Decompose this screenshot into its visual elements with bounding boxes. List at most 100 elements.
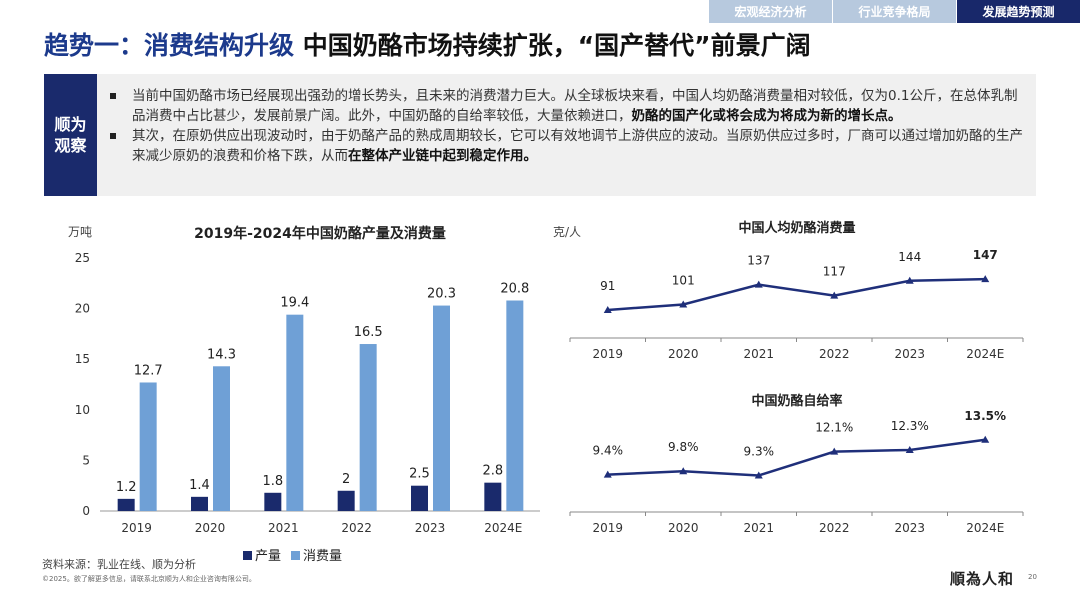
y-axis-unit: 克/人 — [553, 225, 581, 239]
bar-consumption — [139, 382, 157, 511]
x-tick-label: 2024E — [966, 521, 1004, 535]
data-label: 14.3 — [207, 347, 236, 362]
data-label: 147 — [973, 248, 998, 262]
bullet-item: 当前中国奶酪市场已经展现出强劲的增长势头，且未来的消费潜力巨大。从全球板块来看，… — [110, 86, 1025, 126]
data-label: 2.5 — [409, 467, 430, 482]
line-chart-title: 中国人均奶酪消费量 — [738, 220, 855, 236]
x-tick-label: 2019 — [121, 521, 152, 535]
x-tick-label: 2020 — [668, 521, 699, 535]
bar-production — [484, 482, 502, 511]
data-label: 2 — [342, 472, 350, 487]
data-point — [603, 470, 612, 478]
x-tick-label: 2022 — [819, 347, 850, 361]
x-tick-label: 2021 — [268, 521, 299, 535]
bullet-text: 当前中国奶酪市场已经展现出强劲的增长势头，且未来的消费潜力巨大。从全球板块来看，… — [132, 88, 1018, 124]
x-tick-label: 2023 — [894, 521, 925, 535]
tab-trends[interactable]: 发展趋势预测 — [957, 0, 1080, 23]
x-tick-label: 2021 — [743, 521, 774, 535]
data-point — [905, 445, 914, 453]
bar-consumption — [506, 300, 524, 511]
data-label: 117 — [823, 265, 846, 279]
x-tick-label: 2021 — [743, 347, 774, 361]
y-axis-unit: 万吨 — [68, 225, 92, 239]
x-tick-label: 2022 — [341, 521, 372, 535]
bar-consumption — [213, 366, 230, 511]
data-point — [830, 291, 839, 299]
bar-production — [191, 496, 208, 511]
data-point — [981, 435, 990, 443]
section-tabs: 宏观经济分析 行业竞争格局 发展趋势预测 — [708, 0, 1080, 23]
tab-competition[interactable]: 行业竞争格局 — [833, 0, 956, 23]
bullet-item: 其次，在原奶供应出现波动时，由于奶酪产品的熟成周期较长，它可以有效地调节上游供应… — [110, 126, 1025, 166]
data-label: 20.3 — [427, 287, 456, 302]
x-tick-label: 2019 — [592, 521, 623, 535]
data-label: 9.8% — [668, 440, 699, 454]
legend-production: 产量 — [243, 545, 281, 564]
bar-production — [337, 490, 355, 511]
x-tick-label: 2019 — [592, 347, 623, 361]
title-trend: 趋势一：消费结构升级 — [44, 31, 295, 60]
data-point — [830, 447, 839, 455]
y-tick-label: 5 — [82, 453, 90, 467]
bar-consumption — [359, 344, 377, 511]
data-point — [754, 471, 763, 479]
y-tick-label: 15 — [75, 352, 90, 366]
series-line — [607, 277, 986, 312]
bar-consumption — [286, 314, 304, 511]
bullet-bold: 在整体产业链中起到稳定作用。 — [348, 148, 537, 164]
data-label: 1.4 — [189, 478, 210, 493]
logo: 順為人和 — [950, 570, 1015, 588]
title-main: 中国奶酪市场持续扩张，“国产替代”前景广阔 — [302, 31, 811, 60]
data-label: 12.3% — [891, 419, 929, 433]
x-tick-label: 2020 — [195, 521, 226, 535]
data-point — [603, 305, 612, 313]
data-label: 19.4 — [280, 296, 309, 311]
page-title: 趋势一：消费结构升级 中国奶酪市场持续扩张，“国产替代”前景广阔 — [44, 26, 811, 62]
bar-production — [117, 498, 135, 511]
x-tick-label: 2020 — [668, 347, 699, 361]
bullet-bold: 奶酪的国产化或将会成为将成为新的增长点。 — [631, 108, 902, 124]
x-tick-label: 2023 — [415, 521, 446, 535]
observation-label: 顺为观察 — [44, 74, 97, 196]
data-label: 137 — [747, 254, 770, 268]
data-label: 1.8 — [262, 474, 283, 489]
bar-consumption — [433, 305, 450, 511]
data-label: 20.8 — [500, 282, 529, 297]
legend-consumption: 消费量 — [291, 545, 342, 564]
data-label: 1.2 — [116, 480, 137, 495]
bullet-text: 其次，在原奶供应出现波动时，由于奶酪产品的熟成周期较长，它可以有效地调节上游供应… — [132, 128, 1023, 164]
observation-box: 顺为观察 当前中国奶酪市场已经展现出强劲的增长势头，且未来的消费潜力巨大。从全球… — [44, 74, 1036, 196]
bar-legend: 产量 消费量 — [243, 545, 342, 564]
bar-production — [264, 492, 282, 511]
source-note: 资料来源：乳业在线、顺为分析 — [42, 558, 196, 571]
y-tick-label: 25 — [75, 251, 90, 265]
data-label: 91 — [600, 279, 615, 293]
data-point — [905, 276, 914, 284]
data-label: 144 — [898, 250, 921, 264]
data-point — [981, 275, 990, 283]
data-label: 101 — [672, 273, 695, 287]
x-tick-label: 2024E — [484, 521, 522, 535]
tab-macro[interactable]: 宏观经济分析 — [709, 0, 832, 23]
bar-production — [411, 485, 428, 511]
data-point — [679, 467, 688, 475]
bar-chart-title: 2019年-2024年中国奶酪产量及消费量 — [194, 225, 446, 242]
data-label: 16.5 — [354, 325, 383, 340]
y-tick-label: 10 — [75, 403, 90, 417]
line-chart-title: 中国奶酪自给率 — [751, 393, 842, 409]
x-tick-label: 2022 — [819, 521, 850, 535]
x-tick-label: 2023 — [894, 347, 925, 361]
data-label: 12.7 — [134, 363, 163, 378]
y-tick-label: 0 — [82, 504, 90, 518]
data-label: 12.1% — [815, 421, 853, 435]
copyright: ©2025。欲了解更多信息，请联系北京顺为人和企业咨询有限公司。 — [42, 575, 256, 583]
page-number: 20 — [1028, 573, 1037, 581]
data-label: 9.4% — [593, 444, 624, 458]
observation-bullets: 当前中国奶酪市场已经展现出强劲的增长势头，且未来的消费潜力巨大。从全球板块来看，… — [110, 86, 1025, 166]
data-point — [754, 280, 763, 288]
data-label: 9.3% — [744, 444, 775, 458]
data-label: 13.5% — [964, 409, 1006, 423]
series-line — [607, 438, 986, 477]
y-tick-label: 20 — [75, 302, 90, 316]
